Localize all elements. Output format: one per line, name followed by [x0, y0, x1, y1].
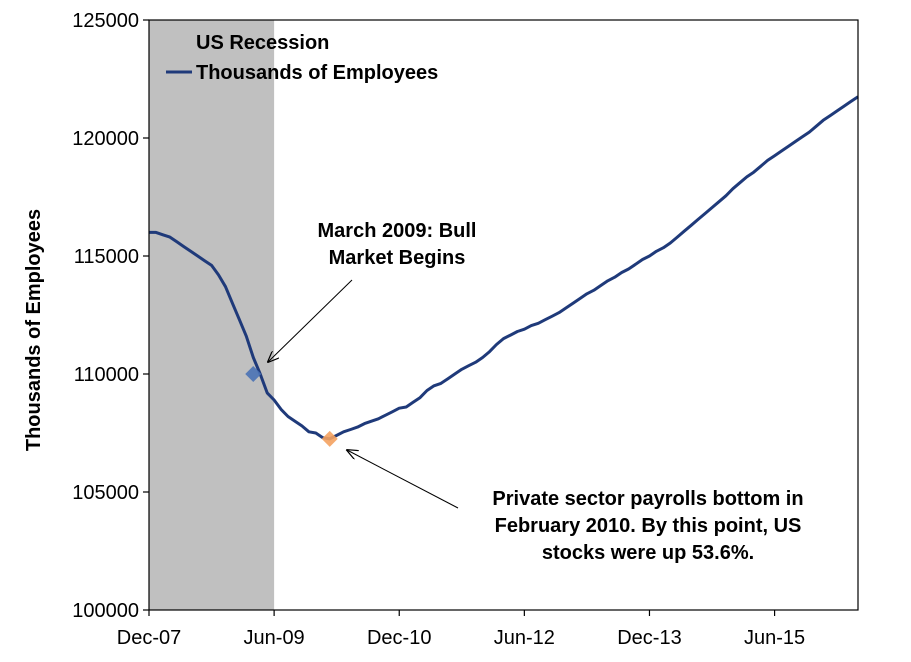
y-tick-label: 125000 [72, 10, 139, 32]
y-axis-label: Thousands of Employees [23, 209, 45, 451]
annotation-bull-market-line: March 2009: Bull [318, 220, 477, 242]
x-tick-label: Dec-07 [117, 627, 181, 649]
x-tick-label: Jun-15 [744, 627, 805, 649]
annotation-arrow-bull-market [268, 279, 353, 362]
y-tick-label: 105000 [72, 482, 139, 504]
x-tick-label: Dec-13 [617, 627, 681, 649]
y-tick-label: 120000 [72, 128, 139, 150]
marker-diamond-1 [321, 430, 338, 447]
legend-recession-swatch [166, 33, 192, 51]
plot-frame [148, 19, 859, 611]
annotation-payrolls-bottom-line: Private sector payrolls bottom in [492, 488, 803, 510]
legend-series-label: Thousands of Employees [196, 62, 438, 84]
annotation-arrow-payrolls-bottom [347, 450, 459, 509]
annotation-payrolls-bottom-line: stocks were up 53.6%. [542, 542, 754, 564]
x-tick-label: Jun-09 [244, 627, 305, 649]
x-tick-label: Jun-12 [494, 627, 555, 649]
y-tick-label: 100000 [72, 600, 139, 622]
recession-band [149, 20, 275, 610]
y-tick-label: 115000 [74, 246, 139, 268]
series-line-0 [149, 95, 859, 441]
legend-recession-label: US Recession [196, 32, 329, 54]
marker-diamond-0 [245, 366, 262, 382]
annotation-bull-market-line: Market Begins [329, 247, 466, 269]
x-tick-label: Dec-10 [367, 627, 431, 649]
y-tick-label: 110000 [74, 364, 139, 386]
annotation-payrolls-bottom-line: February 2010. By this point, US [495, 515, 802, 537]
